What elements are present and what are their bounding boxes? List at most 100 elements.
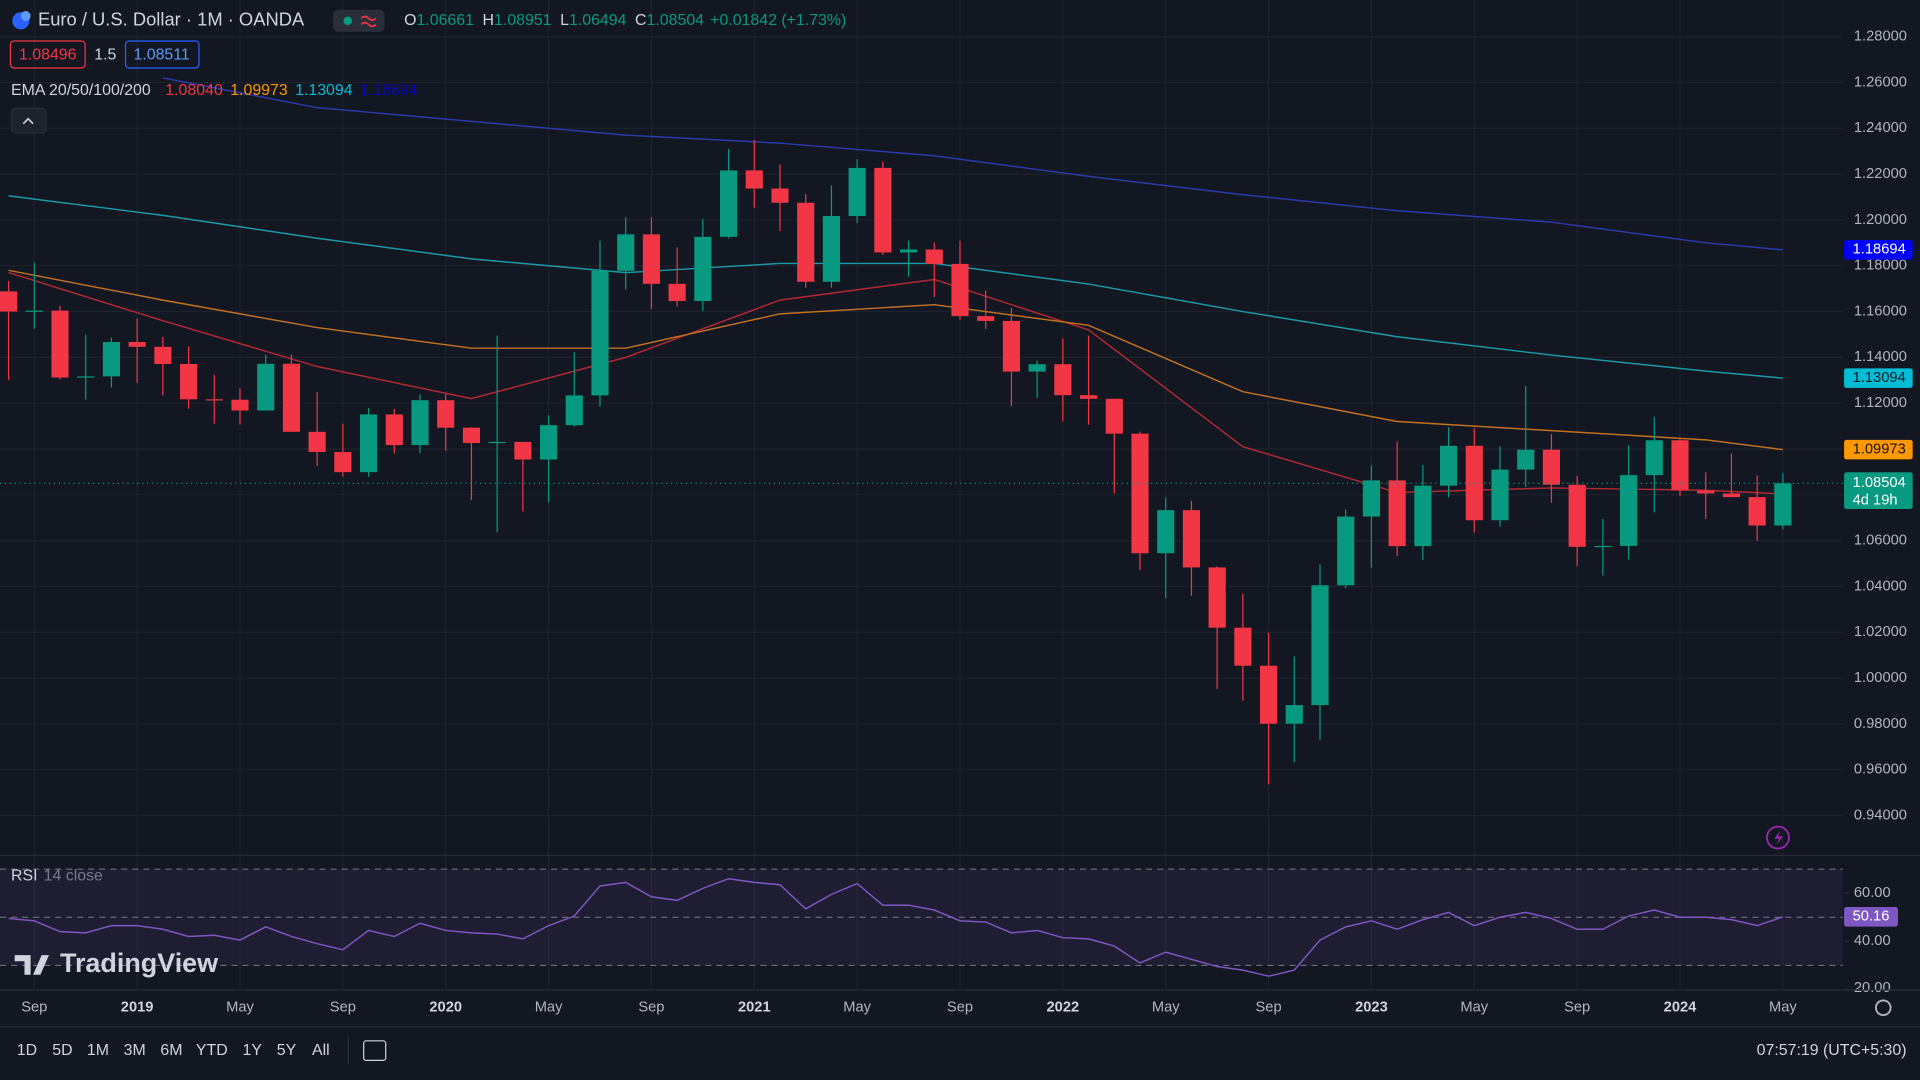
candle-body	[1311, 585, 1329, 706]
rsi-tick-label: 20.00	[1854, 980, 1891, 996]
ema-price-tag	[1844, 439, 1913, 460]
candle-body	[977, 316, 995, 321]
toolbar: 1D 5D 1M 3M 6M YTD 1Y 5Y All	[17, 1042, 330, 1059]
range-button[interactable]: YTD	[196, 1042, 228, 1059]
candle-body	[1671, 440, 1689, 491]
bolt-icon	[1774, 830, 1783, 845]
ohlc-key: L	[560, 12, 569, 29]
candle-body	[797, 202, 815, 282]
candle-body	[205, 399, 223, 401]
x-tick-label: Sep	[1256, 1000, 1282, 1016]
y-tick-label: 0.98000	[1854, 716, 1907, 732]
x-tick-label: 2019	[121, 1000, 154, 1016]
candle-body	[1028, 364, 1046, 372]
clock[interactable]: 07:57:19 (UTC+5:30)	[1757, 1042, 1907, 1059]
range-button[interactable]: 1Y	[243, 1042, 263, 1059]
candle-body	[642, 234, 660, 284]
ask-box[interactable]	[124, 40, 200, 69]
candle-body	[180, 364, 198, 400]
ema-legend-value: 1.09973	[230, 82, 288, 99]
candle-body	[1157, 510, 1175, 554]
x-tick-label: Sep	[330, 1000, 356, 1016]
candle-body	[0, 291, 18, 312]
y-tick-label: 1.20000	[1854, 212, 1907, 228]
ema-price-label: 1.13094	[1853, 370, 1906, 386]
rsi-value-tag	[1844, 907, 1898, 927]
candle-body	[1517, 449, 1535, 470]
candle-body	[231, 399, 249, 411]
spread: 1.5	[94, 46, 116, 63]
x-tick-label: May	[1769, 1000, 1797, 1016]
candle-body	[1748, 497, 1766, 526]
range-button[interactable]: 1M	[87, 1042, 109, 1059]
rsi-params: 14 close	[44, 868, 103, 885]
candle-body	[1362, 480, 1380, 517]
ema-price-label: 1.18694	[1853, 242, 1906, 258]
candle-body	[1414, 485, 1432, 547]
candle-body	[900, 249, 918, 253]
bid-box[interactable]	[9, 40, 86, 69]
candle-body	[1234, 627, 1252, 666]
indicator-name[interactable]: EMA 20/50/100/200	[11, 82, 151, 99]
range-button[interactable]: 6M	[160, 1042, 182, 1059]
delay-icon	[360, 15, 377, 28]
y-tick-label: 1.22000	[1854, 166, 1907, 182]
x-tick-label: 2022	[1047, 1000, 1080, 1016]
ohlc-key: C	[635, 12, 646, 29]
x-tick-label: Sep	[638, 1000, 664, 1016]
range-button[interactable]: 1D	[17, 1042, 37, 1059]
rsi-value-label: 50.16	[1853, 909, 1890, 925]
candle-body	[128, 342, 146, 347]
ohlc-value: 1.06494	[569, 12, 627, 29]
candle-body	[668, 283, 686, 302]
candle-body	[745, 170, 763, 189]
symbol-title[interactable]: Euro / U.S. Dollar · 1M · OANDA	[38, 9, 305, 30]
candle-body	[437, 400, 455, 428]
change: +0.01842 (+1.73%)	[710, 12, 846, 29]
range-button[interactable]: 5D	[52, 1042, 72, 1059]
x-tick-label: Sep	[947, 1000, 973, 1016]
alert-icon[interactable]	[1766, 825, 1790, 850]
candle-body	[154, 346, 172, 365]
ema-legend-value: 1.08040	[165, 82, 223, 99]
rsi-line	[8, 877, 1784, 977]
settings-icon[interactable]	[1875, 999, 1892, 1017]
candle-body	[462, 427, 480, 444]
candle-body	[565, 395, 583, 426]
candle-body	[951, 263, 969, 317]
candle-body	[1697, 490, 1715, 494]
x-tick-label: 2021	[738, 1000, 771, 1016]
price-pane	[0, 77, 1843, 785]
candle-body	[25, 310, 43, 312]
ema-line	[162, 77, 1783, 251]
collapse-button[interactable]	[11, 107, 47, 134]
rsi-tick-label: 40.00	[1854, 933, 1891, 949]
y-tick-label: 1.02000	[1854, 624, 1907, 640]
x-tick-label: Sep	[21, 1000, 47, 1016]
candle-body	[385, 414, 403, 446]
ema-line	[8, 269, 1783, 451]
x-tick-label: Sep	[1564, 1000, 1590, 1016]
candle-body	[694, 236, 712, 302]
candle-body	[257, 363, 275, 411]
date-range-icon[interactable]	[363, 1040, 387, 1062]
candle-body	[925, 249, 943, 264]
x-tick-label: May	[843, 1000, 871, 1016]
range-button[interactable]: 3M	[124, 1042, 146, 1059]
range-button[interactable]: 5Y	[277, 1042, 297, 1059]
candle-body	[822, 216, 840, 282]
bid-price: 1.08496	[19, 46, 77, 63]
grid	[0, 0, 1843, 990]
range-button[interactable]: All	[312, 1042, 330, 1059]
candle-body	[1182, 510, 1200, 568]
ohlc-value: 1.08504	[647, 12, 705, 29]
y-tick-label: 1.00000	[1854, 670, 1907, 686]
y-tick-label: 1.12000	[1854, 395, 1907, 411]
candle-body	[1568, 484, 1586, 547]
candle-body	[308, 431, 326, 452]
rsi-title[interactable]: RSI 14 close	[11, 868, 103, 885]
candle-body	[1542, 449, 1560, 485]
ema-price-tag	[1844, 368, 1913, 388]
candle-body	[360, 414, 378, 473]
